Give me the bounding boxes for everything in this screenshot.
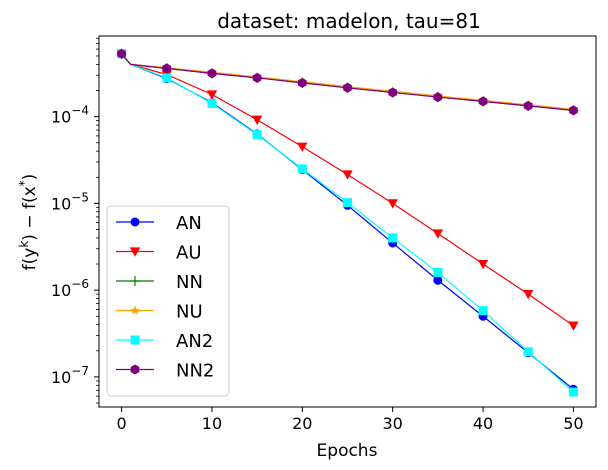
x-tick-label: 10 bbox=[202, 414, 222, 433]
x-axis: 0 10 20 30 40 50 bbox=[116, 407, 584, 433]
legend-item-au: AU bbox=[116, 243, 202, 264]
data-point bbox=[433, 267, 443, 277]
legend: AN AU NN NU AN2 NN2 bbox=[106, 205, 230, 397]
legend-frame bbox=[106, 205, 230, 397]
legend-label: NU bbox=[176, 302, 203, 323]
series-line bbox=[121, 53, 574, 393]
data-point bbox=[342, 170, 353, 180]
series-nn2 bbox=[117, 48, 578, 116]
y-tick-label: 10−4 bbox=[51, 104, 89, 127]
data-point bbox=[162, 73, 172, 83]
series-line bbox=[121, 53, 574, 111]
data-point bbox=[252, 130, 262, 140]
data-point bbox=[523, 347, 533, 357]
data-point bbox=[206, 90, 218, 100]
y-axis-label: f(yk) − f(x*) bbox=[17, 174, 40, 271]
y-tick-label: 10−5 bbox=[51, 190, 89, 213]
data-point bbox=[343, 198, 352, 208]
data-point bbox=[523, 100, 533, 111]
data-point bbox=[433, 92, 443, 103]
legend-item-an2: AN2 bbox=[116, 331, 213, 352]
legend-item-nu: NU bbox=[116, 302, 203, 323]
legend-marker bbox=[130, 364, 140, 375]
data-point bbox=[432, 229, 444, 239]
y-axis: 10−4 10−5 10−6 10−7 bbox=[51, 104, 99, 387]
legend-label: AU bbox=[176, 243, 202, 264]
data-point bbox=[569, 105, 578, 116]
data-point bbox=[478, 96, 488, 107]
data-point bbox=[388, 233, 398, 243]
data-point bbox=[477, 259, 489, 270]
data-point bbox=[251, 115, 263, 125]
legend-label: NN bbox=[176, 272, 203, 293]
legend-marker bbox=[130, 335, 140, 345]
data-point bbox=[252, 72, 262, 83]
data-point bbox=[387, 199, 398, 209]
series-line bbox=[121, 53, 574, 327]
legend-label: AN bbox=[176, 213, 202, 234]
data-point bbox=[568, 387, 578, 397]
data-point bbox=[568, 321, 579, 331]
legend-label: NN2 bbox=[176, 361, 214, 382]
series-group bbox=[116, 48, 579, 397]
data-point bbox=[162, 63, 172, 74]
x-tick-label: 40 bbox=[473, 414, 493, 433]
x-tick-label: 20 bbox=[292, 414, 312, 433]
legend-item-nn: NN bbox=[116, 272, 203, 293]
legend-marker bbox=[130, 276, 140, 286]
x-axis-label: Epochs bbox=[317, 441, 378, 461]
data-point bbox=[523, 289, 534, 300]
data-point bbox=[343, 82, 352, 93]
plot-frame bbox=[98, 35, 597, 408]
x-tick-label: 30 bbox=[383, 414, 403, 433]
chart-title: dataset: madelon, tau=81 bbox=[217, 9, 481, 33]
legend-item-nn2: NN2 bbox=[116, 361, 214, 382]
x-tick-label: 50 bbox=[563, 414, 583, 433]
data-point bbox=[117, 48, 126, 59]
data-point bbox=[297, 142, 308, 152]
data-point bbox=[478, 306, 488, 316]
legend-item-an: AN bbox=[116, 213, 202, 234]
data-point bbox=[297, 164, 307, 174]
data-point bbox=[388, 87, 398, 98]
legend-marker bbox=[129, 247, 141, 257]
y-tick-label: 10−6 bbox=[51, 277, 89, 300]
x-tick-label: 0 bbox=[116, 414, 126, 433]
data-point bbox=[207, 68, 217, 79]
legend-marker bbox=[130, 305, 140, 315]
data-point bbox=[207, 98, 217, 108]
data-point bbox=[433, 275, 443, 285]
legend-label: AN2 bbox=[176, 331, 213, 352]
legend-marker bbox=[130, 217, 140, 227]
y-tick-label: 10−7 bbox=[51, 364, 89, 387]
data-point bbox=[297, 77, 307, 88]
